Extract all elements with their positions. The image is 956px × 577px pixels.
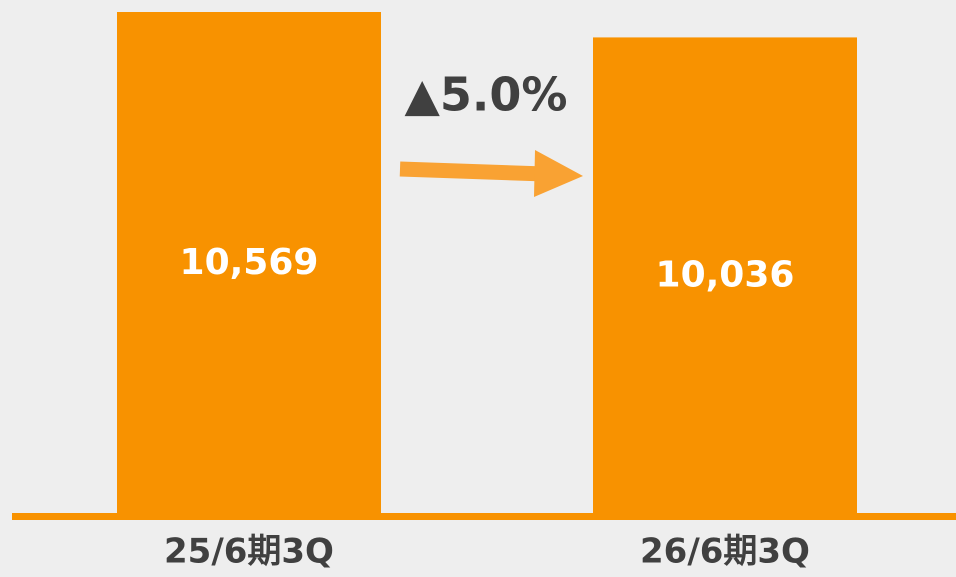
x-tick-label: 26/6期3Q [640, 532, 810, 572]
change-annotation: ▲5.0% [405, 68, 568, 122]
trend-arrow [399, 150, 583, 197]
x-tick-label: 25/6期3Q [164, 532, 334, 572]
arrow-shaft [399, 161, 546, 182]
value-label: 10,036 [656, 255, 795, 296]
value-label: 10,569 [180, 242, 319, 283]
arrow-head [534, 150, 583, 197]
baseline [12, 513, 956, 520]
bar [117, 12, 381, 516]
bar [593, 37, 857, 517]
